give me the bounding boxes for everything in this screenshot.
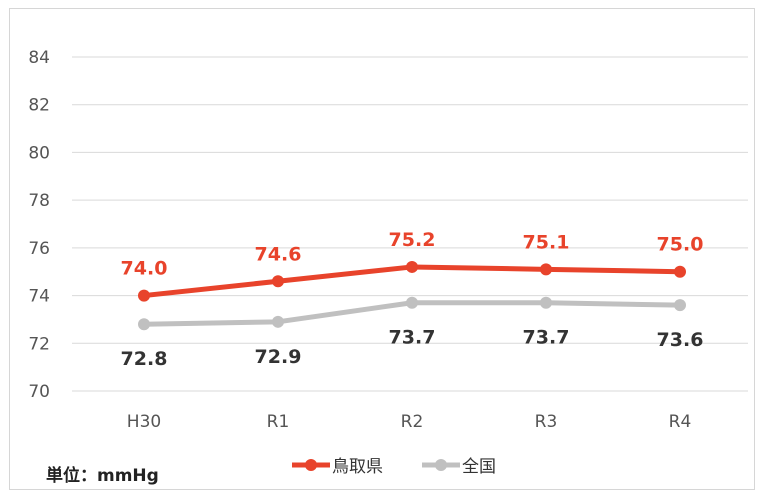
- data-point-1: [406, 296, 418, 309]
- data-point-0: [138, 289, 150, 302]
- data-label-national: 73.7: [389, 327, 436, 349]
- data-label-tottori: 74.6: [255, 243, 302, 265]
- data-point-0: [272, 275, 284, 288]
- chart-frame: [9, 8, 755, 490]
- x-tick-label: R4: [669, 412, 692, 432]
- x-tick-label: H30: [127, 412, 161, 432]
- unit-label: 単位：mmHg: [46, 466, 159, 486]
- data-label-tottori: 75.2: [389, 229, 436, 251]
- legend-item-tottori: 鳥取県: [290, 452, 383, 477]
- data-point-0: [540, 263, 552, 276]
- data-point-0: [674, 265, 686, 278]
- data-label-national: 72.8: [121, 348, 168, 370]
- y-tick-label: 82: [28, 96, 50, 116]
- x-tick-label: R1: [267, 412, 290, 432]
- y-tick-label: 80: [28, 143, 50, 163]
- data-label-national: 72.9: [255, 346, 302, 368]
- data-point-0: [406, 260, 418, 273]
- y-tick-label: 76: [28, 239, 50, 259]
- legend-item-national: 全国: [420, 452, 496, 477]
- x-tick-label: R2: [401, 412, 424, 432]
- y-tick-label: 84: [28, 48, 50, 68]
- legend-label-national: 全国: [462, 457, 496, 477]
- data-point-1: [272, 315, 284, 328]
- data-point-1: [138, 318, 150, 331]
- data-label-tottori: 74.0: [121, 258, 168, 280]
- data-label-tottori: 75.0: [657, 234, 704, 256]
- y-tick-label: 70: [28, 382, 50, 402]
- data-label-tottori: 75.1: [523, 231, 570, 253]
- data-point-1: [674, 299, 686, 312]
- legend-label-tottori: 鳥取県: [332, 457, 383, 477]
- legend-marker-tottori: [292, 458, 330, 471]
- data-label-national: 73.7: [523, 327, 570, 349]
- legend-marker-national: [422, 458, 460, 471]
- x-tick-label: R3: [535, 412, 558, 432]
- y-tick-label: 72: [28, 334, 50, 354]
- y-tick-label: 78: [28, 191, 50, 211]
- data-point-1: [540, 296, 552, 309]
- data-label-national: 73.6: [657, 329, 704, 351]
- y-tick-label: 74: [28, 287, 50, 307]
